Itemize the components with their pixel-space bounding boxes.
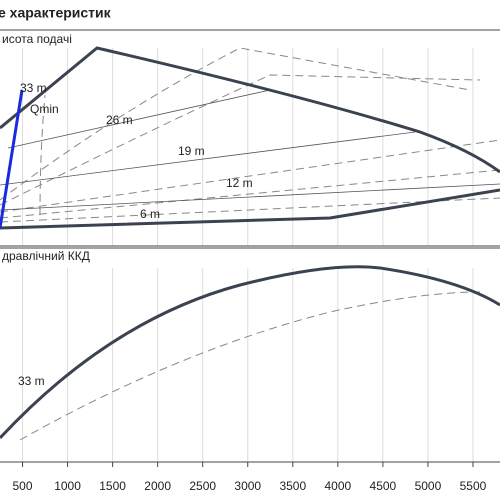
- curve-label: 33 m: [20, 81, 47, 95]
- dashed-curve: [0, 169, 500, 219]
- curve: [0, 131, 416, 186]
- curve: [0, 183, 500, 211]
- dashed-curve: [0, 47, 471, 201]
- x-tick-label: 2000: [144, 479, 171, 493]
- curve-label: Qmin: [30, 102, 59, 116]
- efficiency-curve: [0, 265, 500, 440]
- curve-label: 33 m: [18, 374, 45, 388]
- curve-label: 26 m: [106, 113, 133, 127]
- grid: [22, 48, 474, 462]
- curve-label: 6 m: [140, 207, 160, 221]
- x-tick-label: 3500: [279, 479, 306, 493]
- x-tick-label: 1500: [99, 479, 126, 493]
- x-tick-label: 2500: [189, 479, 216, 493]
- envelope: [0, 46, 500, 174]
- x-tick-label: 4500: [370, 479, 397, 493]
- curve-label: 19 m: [178, 144, 205, 158]
- curve-label: 12 m: [226, 176, 253, 190]
- x-tick-label: 4000: [324, 479, 351, 493]
- qmin-line: [0, 89, 24, 229]
- x-tick-label: 500: [13, 479, 33, 493]
- x-tick-label: 5500: [460, 479, 487, 493]
- panel-frame: [0, 29, 500, 247]
- dashed-curve: [39, 94, 46, 216]
- chart-title: е характеристик: [0, 5, 112, 21]
- envelope: [0, 188, 500, 230]
- dashed-curve: [19, 291, 481, 441]
- panel-label: дравлічний ККД: [2, 249, 90, 263]
- x-tick-label: 3000: [234, 479, 261, 493]
- panel-label: исота подачі: [2, 32, 72, 46]
- x-tick-label: 1000: [54, 479, 81, 493]
- curve: [7, 89, 271, 149]
- panel-frame: [0, 247, 500, 463]
- dashed-curve: [0, 139, 500, 213]
- x-tick-label: 5000: [415, 479, 442, 493]
- dashed-curve: [0, 197, 500, 223]
